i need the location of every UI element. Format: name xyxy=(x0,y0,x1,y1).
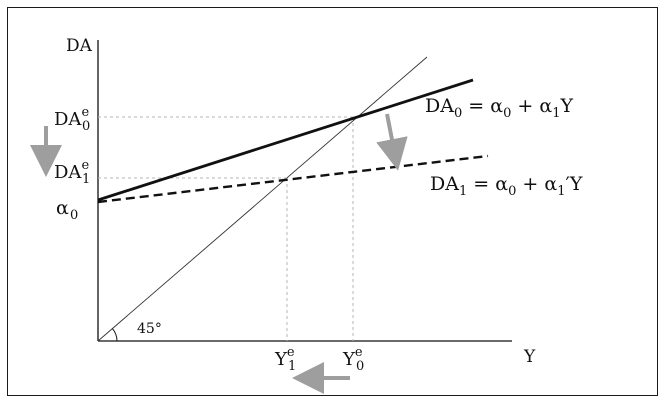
da0-line xyxy=(97,78,474,202)
tick-y1-subscript: 1 xyxy=(288,359,296,374)
x-axis-label: Y xyxy=(523,347,536,367)
angle-arc xyxy=(112,328,118,342)
tick-y1-equilibrium: Ye xyxy=(274,345,295,370)
tick-alpha0-intercept: α xyxy=(56,197,69,219)
tick-y0-equilibrium: Ye xyxy=(342,345,363,370)
tick-da1-equilibrium: DAe xyxy=(54,158,89,183)
tick-y0-subscript: 0 xyxy=(356,359,364,374)
tick-da1-subscript: 1 xyxy=(82,172,90,187)
tick-da0-subscript: 0 xyxy=(82,119,90,134)
tick-alpha0-subscript: 0 xyxy=(70,208,78,223)
equation-da1: DA1 = α0 + α1′Y xyxy=(430,173,583,199)
forty-five-degree-line xyxy=(97,56,428,342)
tick-da0-equilibrium: DAe xyxy=(54,105,89,130)
y-axis-label: DA xyxy=(66,36,93,56)
da1-line xyxy=(97,154,489,204)
equation-da0: DA0 = α0 + α1Y xyxy=(425,95,574,121)
figure-frame xyxy=(7,7,658,396)
angle-label: 45° xyxy=(137,321,162,337)
rotate-down-arrow xyxy=(376,113,408,171)
